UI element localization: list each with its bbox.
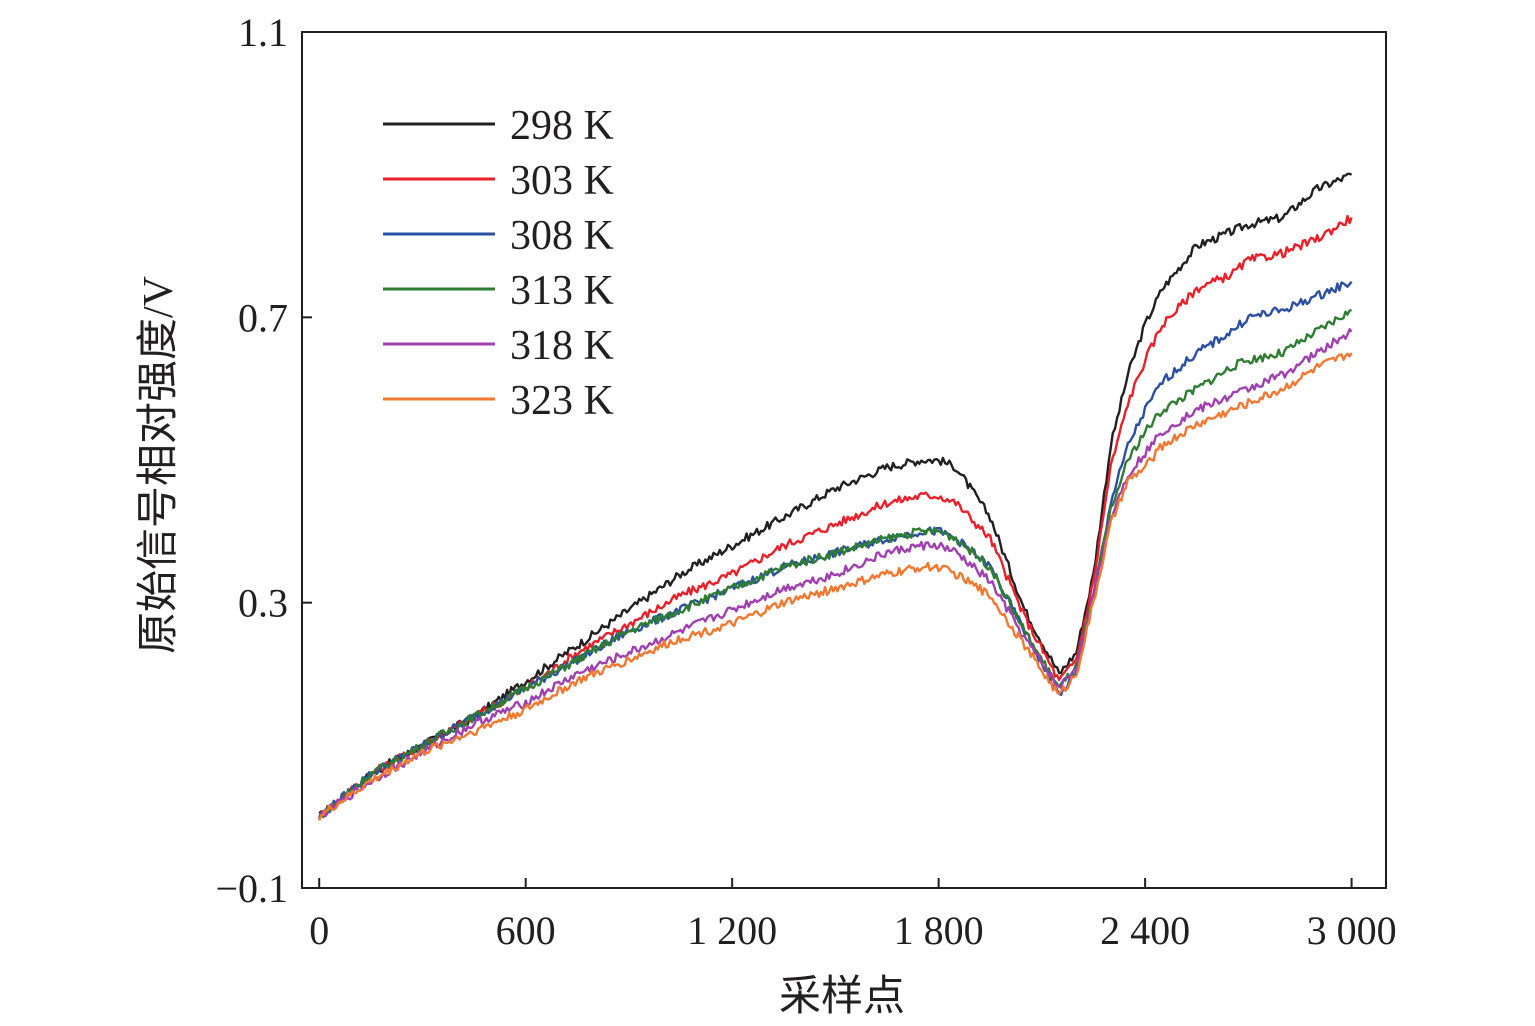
x-axis: 0 600 1 200 1 800 2 400 3 000 bbox=[309, 878, 1397, 953]
y-tick-label: 0.7 bbox=[238, 295, 288, 340]
x-axis-title: 采样点 bbox=[779, 974, 905, 1020]
legend-label: 308 K bbox=[510, 213, 614, 259]
x-tick-label: 3 000 bbox=[1307, 908, 1397, 953]
x-tick-label: 1 800 bbox=[894, 908, 984, 953]
x-tick-label: 1 200 bbox=[687, 908, 777, 953]
y-tick-label: −0.1 bbox=[215, 866, 288, 911]
x-tick-label: 2 400 bbox=[1100, 908, 1190, 953]
legend-label: 303 K bbox=[510, 158, 614, 204]
x-tick-label: 0 bbox=[309, 908, 329, 953]
series-line bbox=[318, 214, 1353, 821]
legend-label: 298 K bbox=[510, 103, 614, 149]
legend-label: 318 K bbox=[510, 323, 614, 369]
legend-label: 313 K bbox=[510, 268, 614, 314]
y-tick-label: 1.1 bbox=[238, 10, 288, 55]
series-line bbox=[318, 328, 1353, 818]
x-tick-label: 600 bbox=[496, 908, 556, 953]
series-layer bbox=[318, 172, 1353, 821]
y-axis: −0.1 0.3 0.7 1.1 bbox=[215, 10, 312, 911]
legend: 298 K 303 K 308 K 313 K 318 K 323 K bbox=[383, 103, 614, 424]
plot-border bbox=[301, 31, 1387, 889]
series-line bbox=[318, 280, 1353, 819]
y-axis-title: 原始信号相对强度/V bbox=[136, 276, 182, 654]
plot-frame bbox=[301, 31, 1387, 889]
series-line bbox=[318, 352, 1353, 821]
y-tick-label: 0.3 bbox=[238, 581, 288, 626]
series-line bbox=[318, 309, 1352, 819]
legend-label: 323 K bbox=[510, 378, 614, 424]
